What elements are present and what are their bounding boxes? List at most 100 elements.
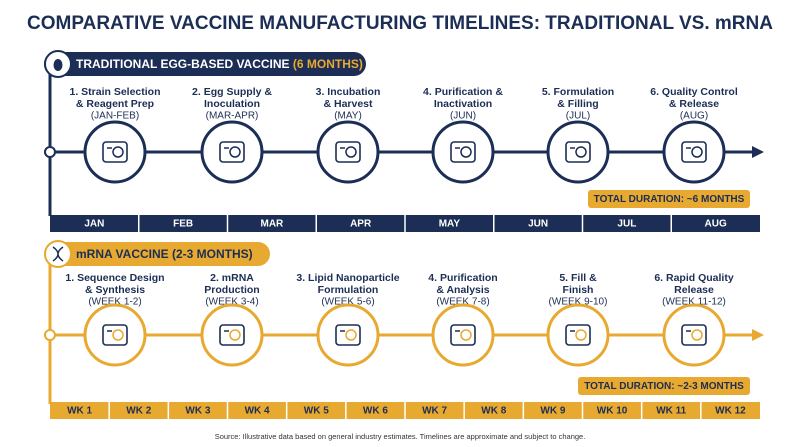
step-circle xyxy=(316,303,380,367)
timeline-label: JUL xyxy=(617,219,636,230)
step-icon-detail xyxy=(345,329,357,341)
step-period: (WEEK 3-4) xyxy=(205,297,258,308)
step-icon xyxy=(681,141,707,163)
step-title: 2. mRNA xyxy=(210,272,254,284)
timeline-label: JAN xyxy=(84,219,104,230)
trad-start xyxy=(44,146,56,158)
step-title: 5. Fill & xyxy=(559,272,597,284)
trad-total-box xyxy=(588,190,750,208)
step-title: 4. Purification xyxy=(428,272,497,284)
step-circle xyxy=(546,120,610,184)
mrna-total-box xyxy=(578,377,750,395)
step-circle xyxy=(200,120,264,184)
step-title: 6. Quality Control xyxy=(650,86,738,98)
step-title: & Reagent Prep xyxy=(76,98,154,110)
timeline-label: WK 6 xyxy=(363,406,388,417)
step-icon xyxy=(565,141,591,163)
step-title: & Filling xyxy=(557,98,598,110)
step-circle xyxy=(83,120,147,184)
step-title: 3. Lipid Nanoparticle xyxy=(296,272,399,284)
step-icon-detail xyxy=(575,329,587,341)
step-period: (JUN) xyxy=(450,111,476,122)
step-title: 1. Strain Selection xyxy=(69,86,160,98)
step-icon-detail xyxy=(345,146,357,158)
step-period: (WEEK 11-12) xyxy=(662,297,726,308)
step-title: 6. Rapid Quality xyxy=(654,272,734,284)
timeline-label: WK 5 xyxy=(304,406,329,417)
step-title: Release xyxy=(674,284,714,296)
step-icon-detail xyxy=(460,329,472,341)
step-period: (AUG) xyxy=(680,111,708,122)
step-icon-detail xyxy=(691,146,703,158)
step-icon xyxy=(565,324,591,346)
trad-header-pill xyxy=(44,52,366,76)
mrna-header: mRNA VACCINE (2-3 MONTHS) xyxy=(76,247,253,261)
step-title: Inactivation xyxy=(434,98,492,110)
mrna-arrow xyxy=(752,329,764,341)
timeline-label: WK 8 xyxy=(481,406,506,417)
trad-arrow xyxy=(752,146,764,158)
step-icon xyxy=(102,324,128,346)
step-icon xyxy=(219,324,245,346)
step-title: & Harvest xyxy=(323,98,373,110)
step-period: (JUL) xyxy=(566,111,590,122)
title: COMPARATIVE VACCINE MANUFACTURING TIMELI… xyxy=(27,13,773,34)
step-title: & Synthesis xyxy=(85,284,145,296)
step-icon-detail xyxy=(229,146,241,158)
timeline-label: WK 7 xyxy=(422,406,447,417)
timeline-label: WK 2 xyxy=(126,406,151,417)
step-icon-detail xyxy=(460,146,472,158)
source: Source: Illustrative data based on gener… xyxy=(215,432,586,441)
trad-header-highlight: (6 MONTHS) xyxy=(293,57,363,71)
timeline-label: JUN xyxy=(528,219,548,230)
step-icon xyxy=(335,141,361,163)
mrna-header-pill xyxy=(44,242,270,266)
step-period: (WEEK 5-6) xyxy=(321,297,374,308)
step-title: 3. Incubation xyxy=(316,86,381,98)
step-icon-detail xyxy=(691,329,703,341)
step-icon-detail xyxy=(575,146,587,158)
step-title: 4. Purification & xyxy=(423,86,503,98)
timeline-label: AUG xyxy=(705,219,727,230)
step-circle xyxy=(431,303,495,367)
timeline-label: MAR xyxy=(260,219,284,230)
step-circle xyxy=(316,120,380,184)
timeline-label: WK 11 xyxy=(656,406,686,417)
step-title: 2. Egg Supply & xyxy=(192,86,272,98)
step-circle xyxy=(431,120,495,184)
step-icon-detail xyxy=(112,146,124,158)
step-title: & Analysis xyxy=(436,284,489,296)
timeline-label: MAY xyxy=(439,219,461,230)
step-circle xyxy=(662,303,726,367)
step-icon xyxy=(681,324,707,346)
dna-icon xyxy=(52,246,64,262)
step-period: (WEEK 1-2) xyxy=(88,297,141,308)
step-period: (MAR-APR) xyxy=(206,111,259,122)
step-title: 1. Sequence Design xyxy=(65,272,164,284)
timeline-label: WK 10 xyxy=(597,406,628,417)
step-title: Production xyxy=(204,284,259,296)
timeline-label: FEB xyxy=(173,219,193,230)
step-title: Finish xyxy=(563,284,594,296)
step-icon-detail xyxy=(229,329,241,341)
timeline-label: WK 3 xyxy=(185,406,210,417)
step-period: (WEEK 7-8) xyxy=(436,297,489,308)
timeline-label: WK 1 xyxy=(67,406,92,417)
step-title: & Release xyxy=(669,98,719,110)
step-period: (MAY) xyxy=(334,111,362,122)
mrna-start xyxy=(44,329,56,341)
step-title: Inoculation xyxy=(204,98,260,110)
timeline-label: WK 12 xyxy=(715,406,746,417)
step-circle xyxy=(83,303,147,367)
step-period: (WEEK 9-10) xyxy=(549,297,608,308)
step-period: (JAN-FEB) xyxy=(91,111,139,122)
step-icon-detail xyxy=(112,329,124,341)
step-icon xyxy=(335,324,361,346)
mrna-total: TOTAL DURATION: ~2-3 MONTHS xyxy=(584,381,744,392)
timeline-label: APR xyxy=(350,219,372,230)
trad-total: TOTAL DURATION: ~6 MONTHS xyxy=(594,194,745,205)
step-icon xyxy=(219,141,245,163)
step-circle xyxy=(662,120,726,184)
trad-header-text: TRADITIONAL EGG-BASED VACCINE xyxy=(76,57,290,71)
